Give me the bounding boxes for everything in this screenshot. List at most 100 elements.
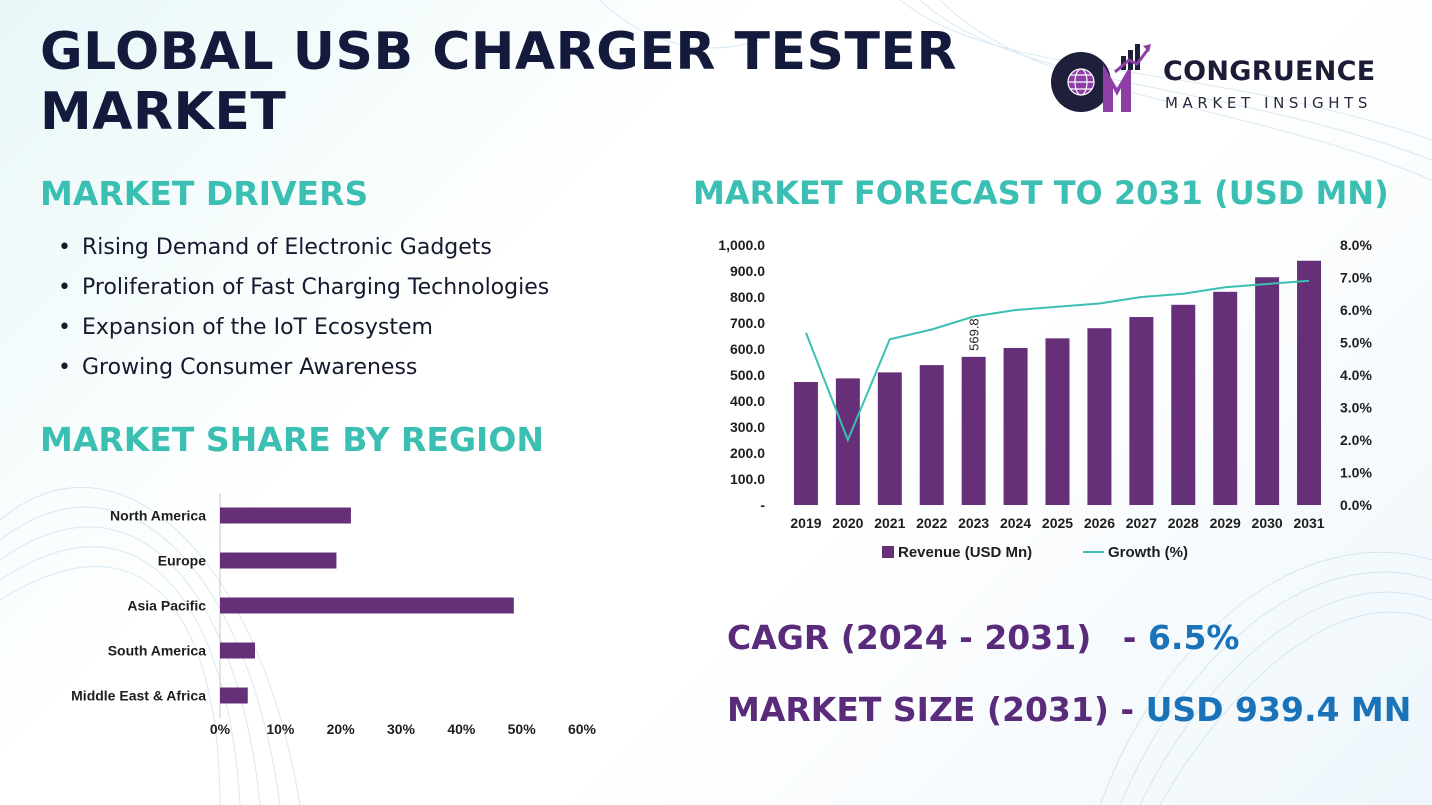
logo-name: CONGRUENCE (1163, 56, 1376, 87)
cagr-separator: - (1111, 618, 1148, 657)
y-tick-label: 500.0 (730, 367, 765, 383)
page-title: GLOBAL USB CHARGER TESTER MARKET (40, 22, 957, 142)
x-tick-label: 20% (327, 721, 356, 737)
y-tick-label: 400.0 (730, 393, 765, 409)
data-label: 569.8 (967, 318, 982, 351)
drivers-list: • Rising Demand of Electronic Gadgets • Pr… (58, 228, 549, 388)
y2-tick-label: 7.0% (1340, 270, 1372, 286)
drivers-heading: MARKET DRIVERS (40, 174, 369, 213)
y2-tick-label: 6.0% (1340, 302, 1372, 318)
category-label: South America (108, 643, 206, 659)
region-bar (220, 597, 514, 614)
revenue-bar (877, 372, 902, 505)
x-tick-label: 30% (387, 721, 416, 737)
revenue-bar (1045, 338, 1070, 505)
y-tick-label: - (760, 497, 765, 513)
driver-item: • Proliferation of Fast Charging Technolo… (58, 268, 549, 308)
x-tick-label: 2023 (958, 515, 989, 531)
revenue-bar (1129, 317, 1154, 505)
y-tick-label: 100.0 (730, 471, 765, 487)
legend-label: Growth (%) (1108, 544, 1188, 561)
x-tick-label: 10% (266, 721, 295, 737)
revenue-bar (1213, 291, 1238, 505)
forecast-heading: MARKET FORECAST TO 2031 (USD MN) (693, 174, 1389, 212)
cagr-label: CAGR (2024 - 2031) (727, 618, 1092, 657)
region-bar (220, 507, 351, 524)
x-tick-label: 60% (568, 721, 597, 737)
y-tick-label: 600.0 (730, 341, 765, 357)
y-tick-label: 300.0 (730, 419, 765, 435)
driver-item: • Expansion of the IoT Ecosystem (58, 308, 549, 348)
revenue-bar (1087, 328, 1112, 505)
y2-tick-label: 2.0% (1340, 432, 1372, 448)
driver-item-text: Growing Consumer Awareness (82, 355, 418, 380)
legend-label: Revenue (USD Mn) (898, 544, 1032, 561)
region-bar (220, 552, 337, 569)
x-tick-label: 2031 (1293, 515, 1324, 531)
growth-line (805, 279, 1310, 443)
bullet-icon: • (58, 235, 71, 260)
driver-item-text: Rising Demand of Electronic Gadgets (82, 235, 492, 260)
y-tick-label: 1,000.0 (718, 237, 765, 253)
cagr-value: 6.5% (1147, 618, 1240, 657)
y2-tick-label: 3.0% (1340, 400, 1372, 416)
driver-item: • Growing Consumer Awareness (58, 348, 549, 388)
y-tick-label: 200.0 (730, 445, 765, 461)
x-tick-label: 2021 (874, 515, 905, 531)
x-tick-label: 2030 (1252, 515, 1283, 531)
driver-item: • Rising Demand of Electronic Gadgets (58, 228, 549, 268)
y2-tick-label: 8.0% (1340, 237, 1372, 253)
y2-tick-label: 5.0% (1340, 335, 1372, 351)
revenue-bar (961, 356, 986, 505)
x-tick-label: 2025 (1042, 515, 1073, 531)
cagr-stat: CAGR (2024 - 2031) - 6.5% (727, 618, 1240, 657)
region-bar (220, 687, 248, 704)
category-label: Asia Pacific (127, 598, 206, 614)
category-label: Middle East & Africa (71, 688, 206, 704)
market-size-separator: - (1108, 690, 1146, 729)
revenue-bar (1255, 277, 1280, 505)
bullet-icon: • (58, 315, 71, 340)
logo-subtitle: MARKET INSIGHTS (1165, 94, 1373, 112)
x-tick-label: 2020 (832, 515, 863, 531)
y2-tick-label: 0.0% (1340, 497, 1372, 513)
revenue-bar (1297, 260, 1322, 505)
x-tick-label: 2024 (1000, 515, 1031, 531)
driver-item-text: Proliferation of Fast Charging Technolog… (82, 275, 550, 300)
y-tick-label: 700.0 (730, 315, 765, 331)
x-tick-label: 2028 (1168, 515, 1199, 531)
revenue-bar (1003, 347, 1028, 505)
page-title-line-2: MARKET (40, 82, 287, 142)
x-tick-label: 50% (508, 721, 537, 737)
market-size-value: USD 939.4 MN (1145, 690, 1412, 729)
market-size-stat: MARKET SIZE (2031) - USD 939.4 MN (727, 690, 1411, 729)
revenue-bar (1171, 304, 1196, 505)
y2-tick-label: 4.0% (1340, 367, 1372, 383)
revenue-bar (919, 365, 944, 505)
region-share-chart: North America Europe Asia Pacific South Ame… (71, 493, 597, 737)
revenue-bar (793, 382, 818, 505)
bullet-icon: • (58, 275, 71, 300)
region-bar (220, 642, 255, 659)
x-tick-label: 40% (447, 721, 476, 737)
x-tick-label: 2029 (1210, 515, 1241, 531)
congruence-logo-mark (1051, 44, 1151, 112)
x-tick-label: 2019 (790, 515, 821, 531)
company-logo: CONGRUENCE MARKET INSIGHTS (1045, 42, 1405, 122)
page-title-line-1: GLOBAL USB CHARGER TESTER (40, 22, 957, 82)
forecast-chart: - 100.0 200.0 300.0 400.0 500.0 600.0 700.0 800.… (718, 237, 1372, 561)
legend-bar-swatch (882, 546, 894, 558)
x-tick-label: 0% (210, 721, 231, 737)
region-heading: MARKET SHARE BY REGION (40, 420, 544, 459)
y2-tick-label: 1.0% (1340, 465, 1372, 481)
driver-item-text: Expansion of the IoT Ecosystem (82, 315, 433, 340)
category-label: Europe (158, 553, 206, 569)
y-tick-label: 900.0 (730, 263, 765, 279)
x-tick-label: 2027 (1126, 515, 1157, 531)
bullet-icon: • (58, 355, 71, 380)
market-size-label: MARKET SIZE (2031) (727, 690, 1109, 729)
x-tick-label: 2026 (1084, 515, 1115, 531)
category-label: North America (110, 508, 206, 524)
x-tick-label: 2022 (916, 515, 947, 531)
y-tick-label: 800.0 (730, 289, 765, 305)
